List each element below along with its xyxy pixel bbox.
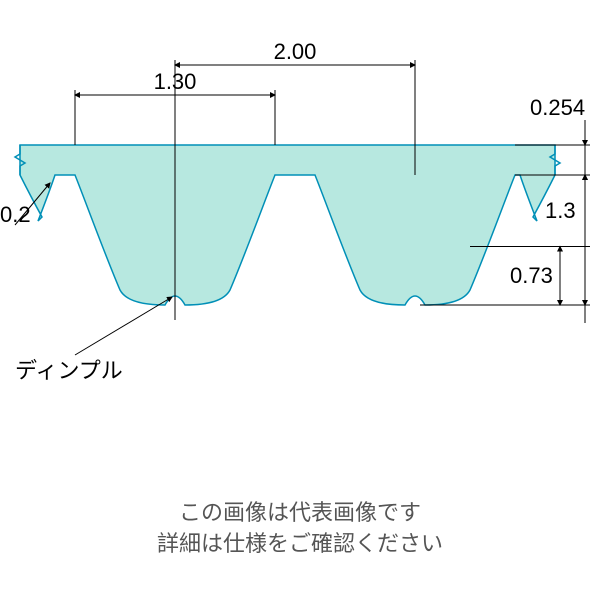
caption-line1: この画像は代表画像です [179,500,421,525]
dim-pitch-label: 2.00 [274,39,317,64]
dim-top-thickness-label: 0.254 [530,95,585,120]
dim-fillet-label: 0.2 [0,202,31,227]
dim-mid-height-label: 0.73 [510,263,553,288]
caption-text: この画像は代表画像です 詳細は仕様をご確認ください [0,498,600,560]
dim-tooth-height-label: 1.3 [545,198,576,223]
dimple-label: ディンプル [15,358,123,383]
belt-profile [20,145,555,305]
dimple-leader [75,297,172,355]
caption-line2: 詳細は仕様をご確認ください [157,531,443,556]
dim-tooth-width-label: 1.30 [154,69,197,94]
